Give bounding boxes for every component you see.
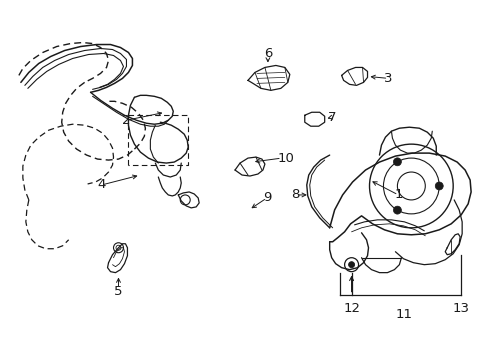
Text: 5: 5 xyxy=(114,285,122,298)
Text: 12: 12 xyxy=(343,302,359,315)
Text: 4: 4 xyxy=(97,179,105,192)
Text: 2: 2 xyxy=(122,114,130,127)
Text: 11: 11 xyxy=(395,307,412,320)
Text: 1: 1 xyxy=(394,188,402,202)
Circle shape xyxy=(348,262,354,268)
Circle shape xyxy=(393,158,401,166)
Circle shape xyxy=(393,206,401,214)
Text: 9: 9 xyxy=(263,192,271,204)
Text: 6: 6 xyxy=(263,48,271,60)
Text: 13: 13 xyxy=(452,302,468,315)
Text: 3: 3 xyxy=(384,72,392,85)
Text: 7: 7 xyxy=(327,111,335,124)
Text: 8: 8 xyxy=(291,188,299,202)
Circle shape xyxy=(434,182,442,190)
Text: 10: 10 xyxy=(277,152,294,165)
